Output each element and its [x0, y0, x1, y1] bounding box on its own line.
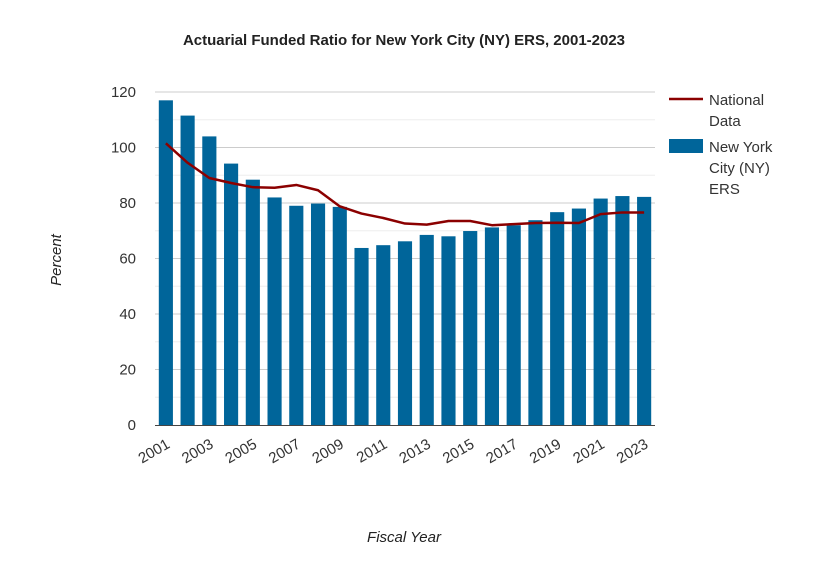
- x-tick-label: 2017: [483, 436, 520, 467]
- y-tick-label: 120: [111, 84, 136, 101]
- legend-bar-swatch: [669, 139, 703, 153]
- bar-2004: [224, 163, 239, 425]
- bar-2022: [615, 196, 630, 425]
- bar-2006: [267, 197, 282, 425]
- bar-2007: [289, 205, 304, 425]
- y-tick-label: 20: [119, 362, 136, 379]
- legend-label: City (NY): [709, 160, 770, 177]
- x-tick-label: 2021: [570, 436, 607, 467]
- bar-2008: [310, 203, 326, 425]
- x-tick-label: 2015: [440, 436, 477, 467]
- line-series: [165, 142, 645, 227]
- bar-2023: [637, 196, 652, 425]
- legend-label: ERS: [709, 181, 740, 198]
- bar-2005: [245, 179, 260, 425]
- bar-2016: [484, 227, 500, 425]
- y-tick-label: 60: [119, 251, 136, 268]
- y-tick-label: 40: [119, 306, 136, 323]
- bar-2002: [180, 115, 195, 425]
- y-tick-label: 100: [111, 140, 136, 157]
- bar-2010: [354, 247, 369, 425]
- x-tick-label: 2011: [354, 436, 390, 467]
- y-axis-ticks: 0 20 40 60 80 100 120: [111, 84, 136, 434]
- x-tick-label: 2005: [222, 436, 259, 467]
- bar-series: [158, 100, 652, 425]
- x-tick-label: 2019: [527, 436, 564, 467]
- x-tick-label: 2003: [179, 436, 216, 467]
- x-axis-ticks: 2001 2003 2005 2007 2009 2011 2013 2015 2017 2019…: [135, 436, 651, 467]
- legend-label: New York: [709, 139, 773, 156]
- x-tick-label: 2023: [614, 436, 651, 467]
- bar-2017: [506, 225, 521, 425]
- y-axis-label: Percent: [48, 233, 65, 286]
- bar-2013: [419, 234, 434, 425]
- bar-2011: [376, 245, 391, 425]
- bar-2014: [441, 236, 456, 425]
- bar-2009: [332, 206, 347, 425]
- y-tick-label: 0: [128, 417, 136, 434]
- legend-label: National: [709, 92, 764, 109]
- chart-title: Actuarial Funded Ratio for New York City…: [183, 32, 625, 49]
- x-tick-label: 2013: [396, 436, 433, 467]
- x-tick-label: 2009: [309, 436, 346, 467]
- bar-2001: [158, 100, 173, 425]
- bar-2003: [202, 136, 217, 425]
- bar-2015: [463, 231, 478, 425]
- legend-label: Data: [709, 113, 741, 130]
- bar-2018: [528, 220, 543, 425]
- x-axis-label: Fiscal Year: [367, 529, 442, 546]
- x-tick-label: 2001: [135, 436, 172, 467]
- bar-2019: [550, 212, 565, 425]
- bar-2020: [571, 208, 586, 425]
- bar-2021: [593, 198, 608, 425]
- bar-2012: [397, 241, 413, 425]
- y-tick-label: 80: [119, 195, 136, 212]
- x-tick-label: 2007: [266, 436, 303, 467]
- legend: National Data New York City (NY) ERS: [669, 92, 773, 198]
